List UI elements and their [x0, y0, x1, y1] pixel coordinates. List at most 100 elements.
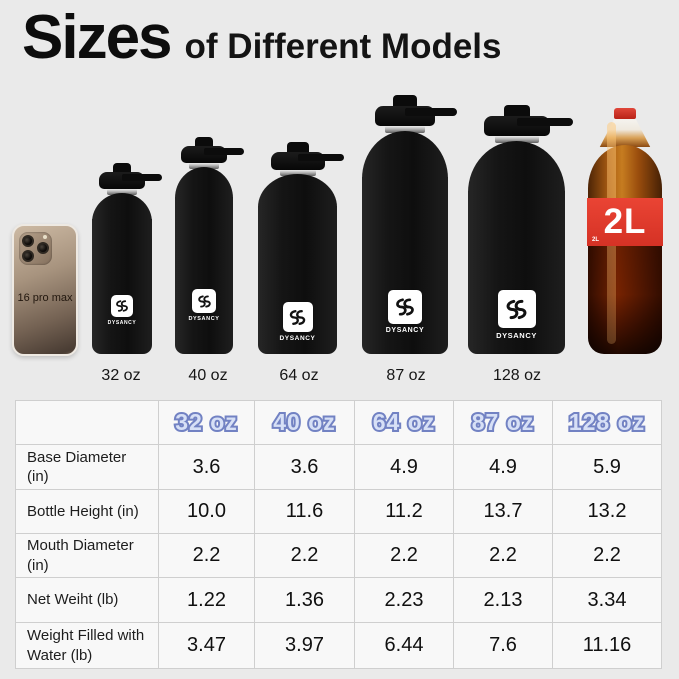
brand-logo-patch	[192, 289, 216, 313]
caption-87oz: 87 oz	[386, 367, 426, 384]
bottle-spout	[286, 142, 309, 154]
col-header-87-oz: 87 oz	[453, 400, 553, 445]
brand-name: DYSANCY	[385, 327, 425, 334]
bottle-handle	[297, 154, 344, 161]
col-header-64-oz: 64 oz	[354, 400, 454, 445]
spec-value-cell: 3.97	[254, 622, 355, 669]
bottle-body	[175, 197, 233, 354]
spec-value-cell: 3.34	[552, 577, 662, 623]
col-header-128-oz: 128 oz	[552, 400, 662, 445]
brand-name: DYSANCY	[496, 331, 537, 340]
bottle-spout	[113, 163, 131, 174]
bottle-body	[92, 219, 152, 354]
spec-value-cell: 10.0	[158, 489, 255, 534]
iphone-size-reference: 16 pro max	[12, 224, 78, 356]
bottle-64oz: DYSANCY	[258, 142, 344, 354]
spec-value-cell: 6.44	[354, 622, 454, 669]
title-main: Sizes	[22, 3, 173, 72]
spec-value-cell: 3.47	[158, 622, 255, 669]
spec-value-cell: 2.2	[354, 533, 454, 578]
spec-value-cell: 11.16	[552, 622, 662, 669]
brand-name: DYSANCY	[107, 320, 137, 326]
spec-value-cell: 3.6	[254, 444, 355, 490]
col-header-32-oz: 32 oz	[158, 400, 255, 445]
bottle-spout	[393, 95, 417, 108]
spec-value-cell: 3.6	[158, 444, 255, 490]
brand-logo-patch	[388, 290, 422, 324]
brand-name: DYSANCY	[188, 316, 220, 322]
bottle-shoulder	[175, 167, 233, 201]
phone-label: 16 pro max	[17, 292, 73, 304]
spec-value-cell: 1.22	[158, 577, 255, 623]
spec-value-cell: 1.36	[254, 577, 355, 623]
col-header-40-oz: 40 oz	[254, 400, 355, 445]
cola-cap	[614, 108, 636, 119]
bottle-spout	[195, 137, 213, 148]
table-corner-cell	[15, 400, 159, 445]
spec-value-cell: 13.2	[552, 489, 662, 534]
spec-value-cell: 2.23	[354, 577, 454, 623]
brand-logo-icon	[116, 300, 128, 312]
camera-flash-icon	[43, 235, 47, 239]
bottle-shoulder	[362, 131, 448, 183]
brand-logo-patch	[111, 295, 133, 317]
spec-value-cell: 2.13	[453, 577, 553, 623]
caption-128oz: 128 oz	[492, 367, 542, 384]
bottle-spout	[503, 105, 530, 118]
caption-40oz: 40 oz	[188, 367, 228, 384]
spec-value-cell: 7.6	[453, 622, 553, 669]
table-row: Base Diameter (in) 3.6 3.6 4.9 4.9 5.9	[15, 444, 662, 490]
bottle-128oz: DYSANCY	[468, 105, 573, 354]
cola-label-band: 2L 2L	[587, 198, 663, 246]
table-row: Bottle Height (in) 10.0 11.6 11.2 13.7 13.2	[15, 489, 662, 534]
bottle-body	[468, 191, 565, 354]
spec-value-cell: 2.2	[453, 533, 553, 578]
cola-2l-small-text: 2L	[592, 237, 600, 243]
table-row: Weight Filled with Water (lb) 3.47 3.97 6.4…	[15, 622, 662, 669]
table-row: Net Weiht (lb) 1.22 1.36 2.23 2.13 3.34	[15, 577, 662, 623]
cola-2l-text: 2L	[603, 202, 647, 241]
bottle-shoulder	[258, 174, 337, 210]
page-title: Sizes of Different Models	[22, 2, 502, 73]
cola-neck	[599, 119, 651, 147]
spec-value-cell: 13.7	[453, 489, 553, 534]
bottle-handle	[122, 174, 162, 181]
phone-camera-module	[19, 232, 52, 265]
spec-table: 32 oz 40 oz 64 oz 87 oz 128 oz Base Diameter…	[15, 400, 662, 669]
caption-32oz: 32 oz	[101, 367, 141, 384]
brand-logo-patch	[282, 302, 313, 332]
row-label: Net Weiht (lb)	[15, 577, 159, 623]
spec-value-cell: 5.9	[552, 444, 662, 490]
bottle-body	[362, 177, 448, 354]
steel-neck-ring	[107, 189, 137, 195]
table-header-row: 32 oz 40 oz 64 oz 87 oz 128 oz	[15, 400, 662, 445]
spec-value-cell: 2.2	[254, 533, 355, 578]
brand-logo-icon	[197, 294, 211, 308]
brand-logo-icon	[506, 299, 527, 319]
bottle-32oz: DYSANCY	[92, 163, 162, 354]
bottle-40oz: DYSANCY	[175, 137, 244, 354]
spec-value-cell: 2.2	[552, 533, 662, 578]
cola-body	[588, 246, 662, 354]
brand-logo-icon	[289, 309, 306, 325]
bottle-87oz: DYSANCY	[362, 95, 457, 354]
brand-name: DYSANCY	[279, 335, 316, 342]
spec-value-cell: 2.2	[158, 533, 255, 578]
cola-2l-reference-bottle: 2L 2L	[587, 108, 663, 354]
table-row: Mouth Diameter (in) 2.2 2.2 2.2 2.2 2.2	[15, 533, 662, 578]
row-label: Bottle Height (in)	[15, 489, 159, 534]
steel-neck-ring	[279, 170, 316, 176]
camera-lens-icon	[37, 242, 49, 254]
bottle-handle	[405, 108, 457, 116]
cola-shoulder	[588, 145, 662, 201]
brand-logo-patch	[497, 290, 536, 328]
spec-value-cell: 11.2	[354, 489, 454, 534]
spec-value-cell: 4.9	[453, 444, 553, 490]
row-label: Base Diameter (in)	[15, 444, 159, 490]
spec-value-cell: 11.6	[254, 489, 355, 534]
caption-64oz: 64 oz	[279, 367, 319, 384]
bottle-handle	[516, 118, 573, 126]
bottle-shoulder	[468, 141, 565, 197]
camera-lens-icon	[22, 235, 34, 247]
